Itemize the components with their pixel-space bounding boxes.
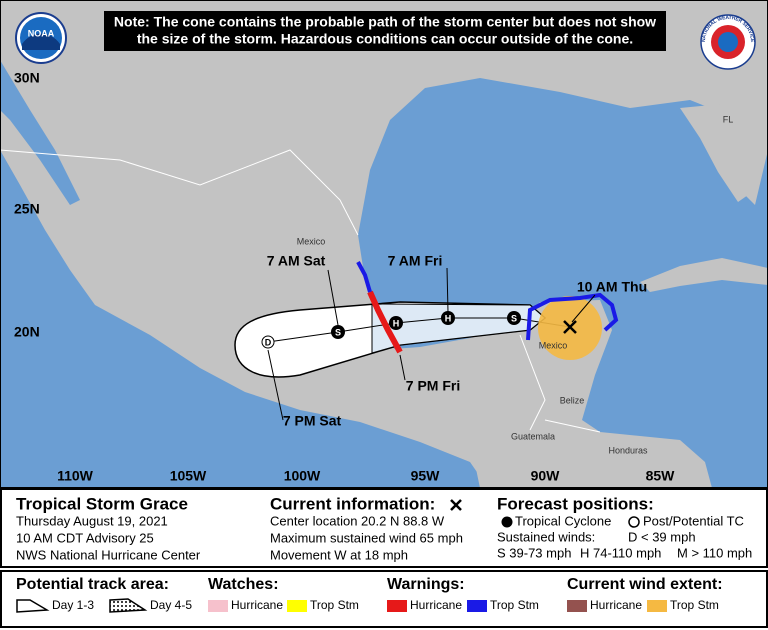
legend-item: Hurricane	[231, 598, 283, 612]
longitude-label: 110W	[57, 468, 94, 484]
day45-swatch	[109, 598, 148, 613]
track-line	[267, 317, 571, 343]
leader-lines	[267, 267, 596, 421]
storm-advisory: 10 AM CDT Advisory 25	[16, 530, 154, 545]
marker-letter: S	[511, 313, 517, 323]
legend: Potential track area: Day 1-3 Day 4-5 Wa…	[0, 570, 768, 628]
current-line: Movement W at 18 mph	[270, 547, 408, 562]
track-label: 7 PM Sat	[283, 413, 342, 429]
marker-s	[507, 311, 521, 325]
wind-hurricane-swatch	[567, 600, 587, 612]
marker-letter: H	[445, 313, 452, 323]
forecast-item: H 74-110 mph	[580, 545, 661, 560]
info-panel: Tropical Storm Grace Thursday August 19,…	[0, 488, 768, 568]
warning-tropical-storm	[356, 261, 619, 341]
forecast-heading: Forecast positions:	[497, 494, 654, 513]
legend-title: Potential track area:	[16, 576, 169, 593]
longitude-label: 95W	[411, 468, 441, 484]
cuba	[640, 258, 768, 292]
current-line: Maximum sustained wind 65 mph	[270, 530, 463, 545]
track-label: 7 AM Sat	[267, 253, 326, 269]
post-tc-icon	[628, 516, 640, 528]
place-label: Mexico	[297, 236, 326, 246]
wind-trop-swatch	[647, 600, 667, 612]
tc-icon	[501, 516, 513, 528]
latitude-label: 30N	[14, 70, 40, 86]
place-label: Mexico	[539, 340, 568, 350]
longitude-label: 85W	[646, 468, 676, 484]
legend-item: Day 4-5	[150, 598, 192, 612]
legend-item: Trop Stm	[670, 598, 719, 612]
marker-h	[389, 316, 403, 330]
marker-letter: D	[265, 337, 272, 347]
warning-trop-swatch	[467, 600, 487, 612]
forecast-item: Post/Potential TC	[643, 513, 744, 528]
marker-letter: S	[335, 327, 341, 337]
legend-item: Hurricane	[590, 598, 642, 612]
current-line: Center location 20.2 N 88.8 W	[270, 513, 445, 528]
markers: D S H H S	[261, 311, 577, 349]
storm-center: NWS National Hurricane Center	[16, 547, 201, 562]
legend-item: Trop Stm	[310, 598, 359, 612]
track-label: 7 PM Fri	[406, 378, 460, 394]
marker-d	[261, 335, 275, 349]
forecast-item: S 39-73 mph	[497, 545, 571, 560]
longitude-label: 100W	[284, 468, 321, 484]
place-label: Belize	[560, 395, 585, 405]
yucatan-central-america	[380, 300, 712, 488]
warning-hurricane	[367, 290, 403, 354]
warning-hurricane-swatch	[387, 600, 407, 612]
nws-logo: NATIONAL WEATHER SERVICE	[700, 14, 756, 70]
storm-date: Thursday August 19, 2021	[16, 513, 168, 528]
latitude-label: 25N	[14, 201, 40, 217]
latitude-label: 20N	[14, 324, 40, 340]
longitude-label: 90W	[531, 468, 561, 484]
florida	[680, 104, 748, 202]
watch-trop-swatch	[287, 600, 307, 612]
info-box	[0, 488, 768, 568]
current-heading: Current information:	[270, 494, 435, 513]
storm-name: Tropical Storm Grace	[16, 494, 188, 513]
marker-h	[441, 311, 455, 325]
longitude-label: 105W	[170, 468, 207, 484]
place-label: Honduras	[608, 445, 648, 455]
pacific-ocean	[0, 150, 488, 488]
forecast-item: Sustained winds:	[497, 529, 595, 544]
place-label: FL	[723, 114, 734, 124]
legend-item: Day 1-3	[52, 598, 94, 612]
borders	[0, 149, 601, 433]
current-position	[563, 320, 577, 334]
day13-swatch	[16, 599, 50, 613]
note-text: Note: The cone contains the probable pat…	[114, 14, 656, 30]
track-label: 7 AM Fri	[388, 253, 443, 269]
forecast-item: Tropical Cyclone	[515, 513, 611, 528]
map: D S H H S 30N 25N 20N 110W 105W 100W 95W…	[0, 0, 768, 488]
note-text: the size of the storm. Hazardous conditi…	[137, 31, 633, 47]
note-box	[104, 11, 666, 51]
noaa-logo: NOAA	[15, 12, 67, 64]
forecast-item: D < 39 mph	[628, 529, 696, 544]
marker-s	[331, 325, 345, 339]
current-icon	[450, 499, 462, 511]
logo-text: NOAA	[28, 28, 55, 38]
forecast-item: M > 110 mph	[677, 545, 752, 560]
marker-letter: H	[393, 318, 400, 328]
legend-item: Trop Stm	[490, 598, 539, 612]
track-label: 10 AM Thu	[577, 279, 647, 295]
legend-title: Warnings:	[387, 576, 465, 593]
legend-title: Watches:	[208, 576, 279, 593]
legend-title: Current wind extent:	[567, 576, 723, 593]
place-label: Guatemala	[511, 431, 555, 441]
gulf-of-california	[0, 60, 80, 205]
legend-item: Hurricane	[410, 598, 462, 612]
watch-hurricane-swatch	[208, 600, 228, 612]
